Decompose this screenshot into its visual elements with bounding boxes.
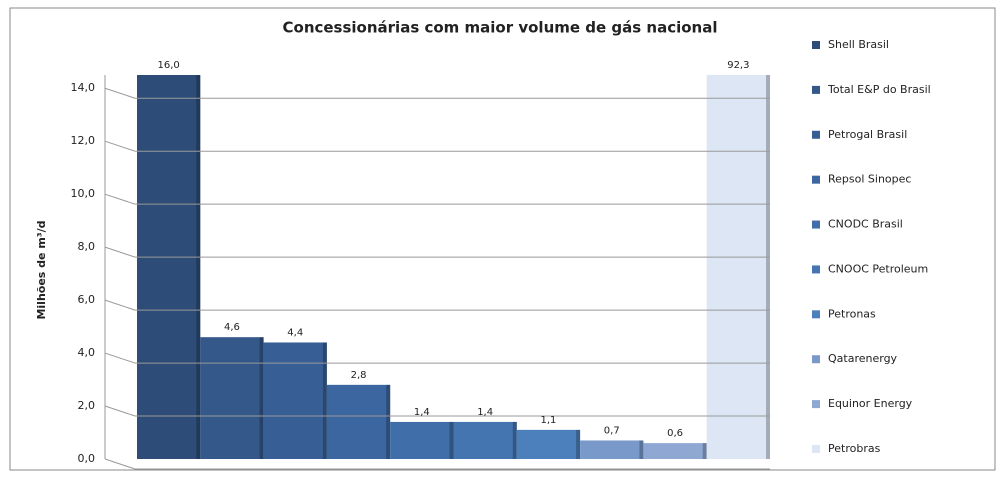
y-tick-label: 6,0	[78, 293, 96, 306]
legend-swatch	[812, 85, 820, 94]
bar-side	[322, 342, 327, 459]
legend-label: Qatarenergy	[828, 352, 898, 365]
y-tick-label: 4,0	[78, 346, 96, 359]
legend-swatch	[812, 175, 820, 184]
grid-line	[104, 246, 136, 258]
legend-swatch	[812, 355, 820, 364]
legend-label: Repsol Sinopec	[828, 173, 911, 186]
legend-label: Equinor Energy	[828, 397, 913, 410]
y-axis-label: Milhões de m³/d	[35, 220, 48, 319]
legend-swatch	[812, 310, 820, 319]
bar-side	[386, 384, 391, 459]
value-label: 16,0	[158, 60, 180, 71]
y-tick-label: 8,0	[78, 240, 96, 253]
value-label: 1,4	[477, 407, 493, 418]
grid-line	[104, 405, 136, 417]
bar-side	[449, 421, 454, 459]
grid-line	[104, 352, 136, 364]
bar	[263, 342, 327, 459]
bar	[643, 443, 707, 459]
bar-side	[766, 75, 770, 459]
bar-side	[259, 337, 264, 459]
legend-label: Total E&P do Brasil	[827, 83, 931, 96]
value-label: 92,3	[727, 60, 749, 71]
bar	[326, 384, 391, 459]
bar	[200, 337, 264, 459]
value-label: 2,8	[351, 370, 367, 381]
value-label: 4,6	[224, 322, 240, 333]
bar	[516, 429, 581, 459]
bar-side	[196, 75, 201, 459]
value-label: 1,1	[540, 415, 556, 426]
legend-swatch	[812, 220, 820, 229]
legend-label: Petrogal Brasil	[828, 128, 907, 141]
bar	[390, 421, 454, 459]
legend-label: Petronas	[828, 307, 876, 320]
bar	[706, 75, 770, 459]
grid-line	[104, 458, 136, 470]
y-tick-label: 2,0	[78, 399, 96, 412]
chart-title: Concessionárias com maior volume de gás …	[283, 19, 718, 37]
legend-swatch	[812, 265, 820, 274]
legend-label: Petrobras	[828, 442, 881, 455]
bar-side	[576, 429, 581, 459]
y-tick-label: 12,0	[71, 134, 96, 147]
grid-line	[104, 299, 136, 311]
legend-swatch	[812, 41, 820, 49]
bar	[453, 421, 517, 459]
bar	[137, 75, 201, 459]
legend-swatch	[812, 130, 820, 139]
value-label: 1,4	[414, 407, 430, 418]
bar-side	[702, 443, 707, 459]
y-tick-label: 0,0	[78, 452, 96, 465]
bar	[580, 440, 644, 459]
legend-swatch	[812, 445, 820, 453]
grid-line	[104, 87, 136, 99]
value-label: 4,4	[287, 327, 303, 338]
y-tick-label: 14,0	[71, 81, 96, 94]
legend-swatch	[812, 400, 820, 409]
legend-label: CNODC Brasil	[828, 218, 903, 231]
bar-side	[512, 421, 517, 459]
legend-label: Shell Brasil	[828, 38, 889, 51]
value-label: 0,7	[604, 425, 620, 436]
grid-line	[104, 140, 136, 152]
value-label: 0,6	[667, 428, 683, 439]
legend-label: CNOOC Petroleum	[828, 262, 928, 275]
bar-side	[639, 440, 644, 459]
grid-line	[104, 193, 136, 205]
plot-area	[137, 75, 770, 459]
y-tick-label: 10,0	[71, 187, 96, 200]
